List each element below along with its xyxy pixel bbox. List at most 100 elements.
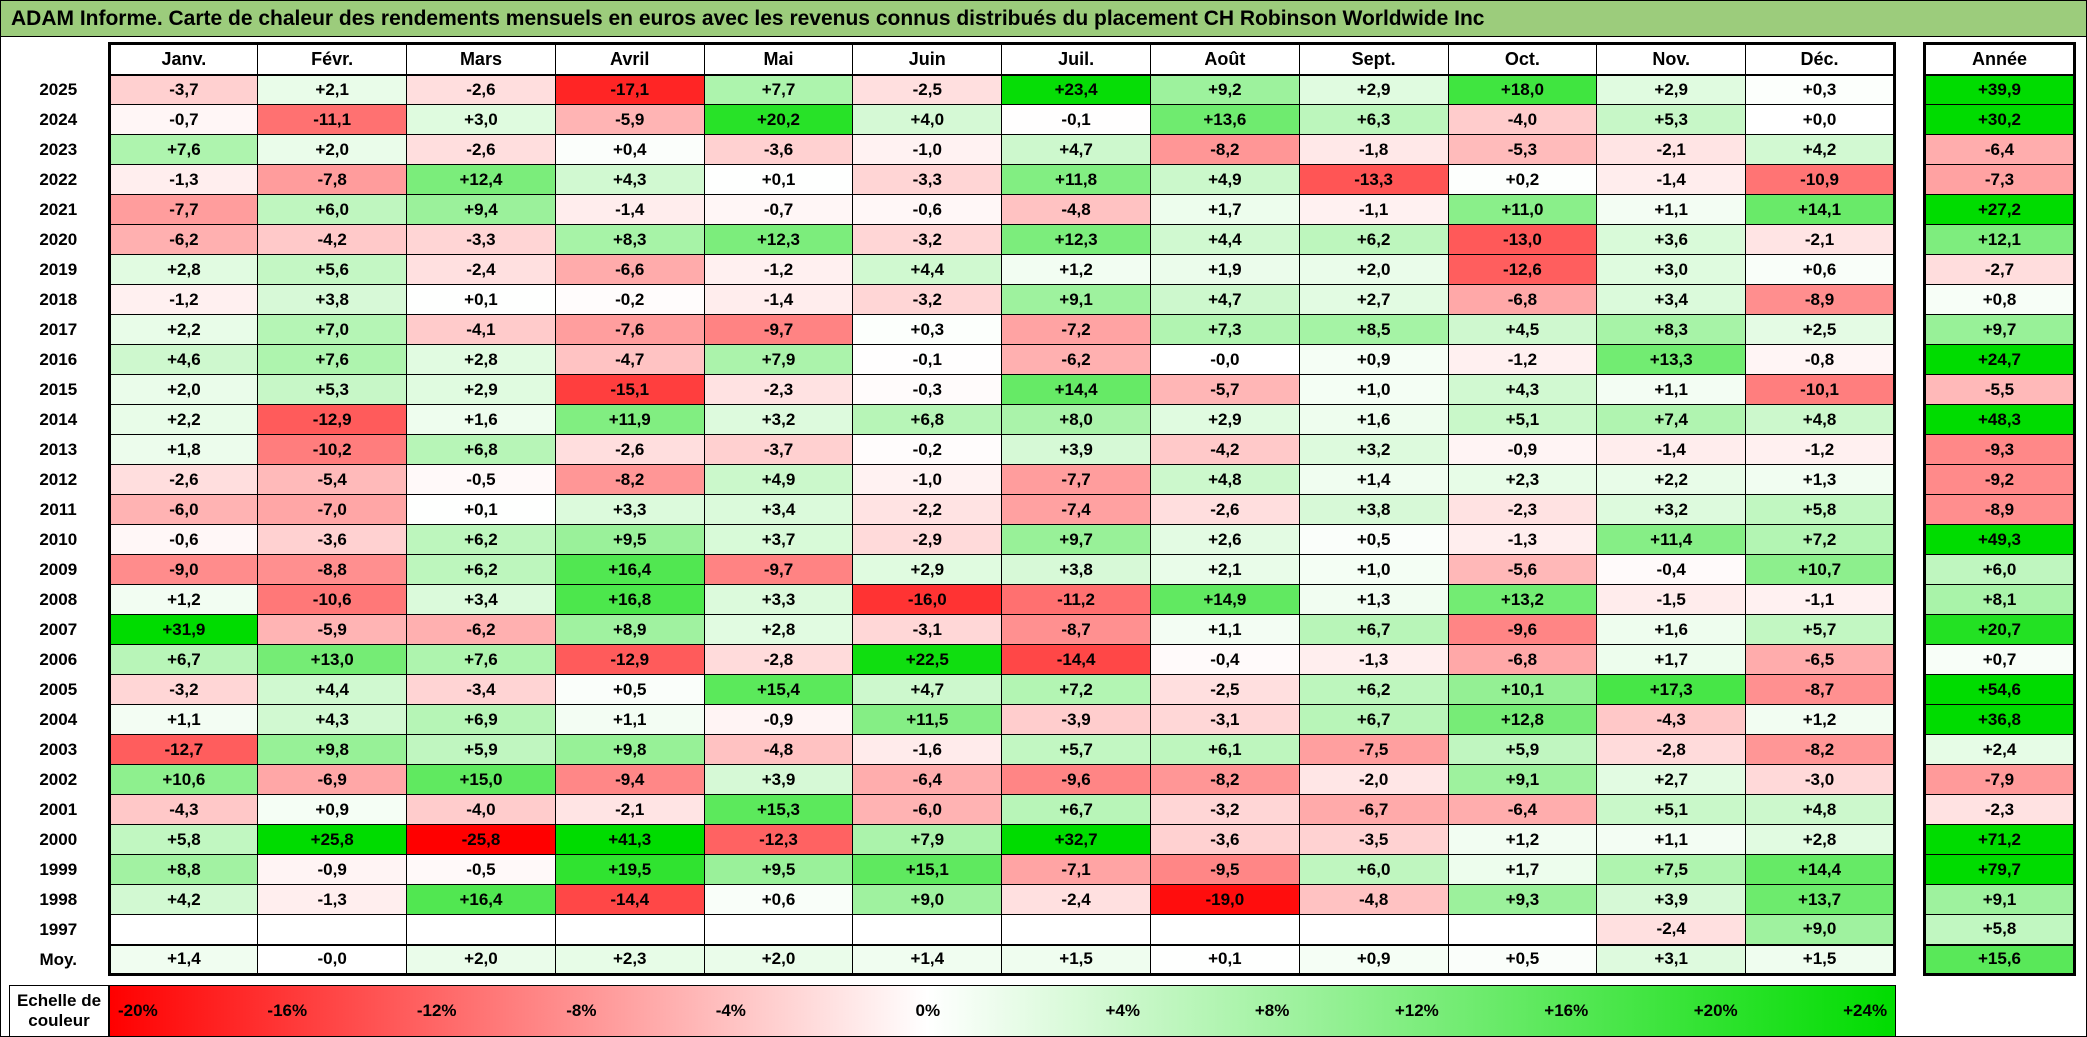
column-header: Oct. bbox=[1447, 42, 1598, 76]
month-cell: -0,0 bbox=[257, 943, 408, 976]
month-cell: -8,2 bbox=[554, 464, 705, 495]
annual-cell: +24,7 bbox=[1923, 344, 2076, 375]
annual-cell: +9,7 bbox=[1923, 314, 2076, 345]
month-cell: +5,3 bbox=[257, 374, 408, 405]
scale-tick: -8% bbox=[566, 1001, 597, 1020]
month-cell: -0,8 bbox=[1745, 344, 1896, 375]
month-cell: -3,2 bbox=[852, 284, 1003, 315]
month-cell: +7,5 bbox=[1596, 854, 1747, 885]
month-cell: +3,2 bbox=[1596, 494, 1747, 525]
header-row: Janv. Févr. Mars Avril Mai Juin Juil. Août Sept.… bbox=[9, 42, 2076, 76]
month-cell: +2,9 bbox=[1596, 74, 1747, 105]
month-cell: +7,9 bbox=[703, 344, 854, 375]
month-cell: +0,5 bbox=[1298, 524, 1449, 555]
row-label: 2020 bbox=[9, 224, 109, 255]
month-cell: -2,1 bbox=[1745, 224, 1896, 255]
month-cell: +14,9 bbox=[1149, 584, 1300, 615]
month-cell: +0,3 bbox=[1745, 74, 1896, 105]
row-label: 2022 bbox=[9, 164, 109, 195]
month-cell: -5,7 bbox=[1149, 374, 1300, 405]
column-header: Déc. bbox=[1745, 42, 1896, 76]
month-cell: +2,3 bbox=[554, 943, 705, 976]
month-cell: +8,0 bbox=[1001, 404, 1151, 435]
table-row: 2022 -1,3 -7,8 +12,4 +4,3 +0,1 -3,3 +11,8 +4,9 -1… bbox=[9, 164, 2076, 195]
scale-tick: +20% bbox=[1693, 1001, 1738, 1020]
annual-cell: -2,3 bbox=[1923, 794, 2076, 825]
month-cell: +2,0 bbox=[406, 943, 556, 976]
row-label: 2018 bbox=[9, 284, 109, 315]
row-label: 2015 bbox=[9, 374, 109, 405]
month-cell: +2,9 bbox=[1298, 74, 1449, 105]
table-row: 2009 -9,0 -8,8 +6,2 +16,4 -9,7 +2,9 +3,8 +2,1 +1,… bbox=[9, 554, 2076, 585]
month-cell: +2,5 bbox=[1745, 314, 1896, 345]
column-header: Févr. bbox=[257, 42, 408, 76]
month-cell: -1,3 bbox=[1298, 644, 1449, 675]
month-cell: -8,2 bbox=[1149, 764, 1300, 795]
month-cell: +7,6 bbox=[107, 134, 259, 165]
annual-cell: +15,6 bbox=[1923, 943, 2076, 976]
month-cell: -19,0 bbox=[1149, 884, 1300, 915]
month-cell: -9,7 bbox=[703, 314, 854, 345]
month-cell: +1,1 bbox=[1596, 374, 1747, 405]
month-cell: +23,4 bbox=[1001, 74, 1151, 105]
month-cell: +6,0 bbox=[257, 194, 408, 225]
month-cell: -1,4 bbox=[1596, 164, 1747, 195]
month-cell: +12,3 bbox=[1001, 224, 1151, 255]
month-cell: +1,1 bbox=[1596, 194, 1747, 225]
annual-cell: +5,8 bbox=[1923, 914, 2076, 945]
month-cell: -12,9 bbox=[554, 644, 705, 675]
annual-cell: +48,3 bbox=[1923, 404, 2076, 435]
month-cell: -14,4 bbox=[1001, 644, 1151, 675]
month-cell: +9,8 bbox=[257, 734, 408, 765]
gap-spacer bbox=[1894, 74, 1925, 105]
table-row: 2011 -6,0 -7,0 +0,1 +3,3 +3,4 -2,2 -7,4 -2,6 +3,8… bbox=[9, 494, 2076, 525]
month-cell: -10,2 bbox=[257, 434, 408, 465]
month-cell: +7,2 bbox=[1001, 674, 1151, 705]
month-cell: -0,4 bbox=[1596, 554, 1747, 585]
month-cell: -6,8 bbox=[1447, 644, 1598, 675]
month-cell: -3,5 bbox=[1298, 824, 1449, 855]
month-cell: -8,7 bbox=[1745, 674, 1896, 705]
month-cell: +11,4 bbox=[1596, 524, 1747, 555]
month-cell: +3,2 bbox=[703, 404, 854, 435]
table-row: 2000 +5,8 +25,8 -25,8 +41,3 -12,3 +7,9 +32,7 -3,… bbox=[9, 824, 2076, 855]
month-cell: +9,8 bbox=[554, 734, 705, 765]
gap-spacer bbox=[1894, 794, 1925, 825]
month-cell: +2,8 bbox=[703, 614, 854, 645]
gap-spacer bbox=[1894, 584, 1925, 615]
month-cell: -13,3 bbox=[1298, 164, 1449, 195]
month-cell: -0,5 bbox=[406, 854, 556, 885]
month-cell: +8,9 bbox=[554, 614, 705, 645]
column-header: Sept. bbox=[1298, 42, 1449, 76]
month-cell bbox=[107, 914, 259, 945]
month-cell: -2,8 bbox=[703, 644, 854, 675]
month-cell bbox=[703, 914, 854, 945]
month-cell: -1,5 bbox=[1596, 584, 1747, 615]
month-cell: +1,1 bbox=[554, 704, 705, 735]
month-cell: -2,4 bbox=[1596, 914, 1747, 945]
row-label: 2006 bbox=[9, 644, 109, 675]
month-cell: -2,3 bbox=[1447, 494, 1598, 525]
month-cell: +0,1 bbox=[1149, 943, 1300, 976]
month-cell: -2,4 bbox=[1001, 884, 1151, 915]
row-label: 2013 bbox=[9, 434, 109, 465]
gap-spacer bbox=[1894, 314, 1925, 345]
month-cell: -1,4 bbox=[703, 284, 854, 315]
month-cell: +7,4 bbox=[1596, 404, 1747, 435]
month-cell: +12,8 bbox=[1447, 704, 1598, 735]
month-cell: +2,8 bbox=[1745, 824, 1896, 855]
table-row: 2019 +2,8 +5,6 -2,4 -6,6 -1,2 +4,4 +1,2 +1,9 +2,0… bbox=[9, 254, 2076, 285]
month-cell: -2,8 bbox=[1596, 734, 1747, 765]
month-cell: +1,0 bbox=[1298, 554, 1449, 585]
month-cell: -2,6 bbox=[107, 464, 259, 495]
month-cell: +6,9 bbox=[406, 704, 556, 735]
month-cell: +2,0 bbox=[1298, 254, 1449, 285]
table-row: 1999 +8,8 -0,9 -0,5 +19,5 +9,5 +15,1 -7,1 -9,5 +6… bbox=[9, 854, 2076, 885]
month-cell: -0,4 bbox=[1149, 644, 1300, 675]
month-cell: +13,7 bbox=[1745, 884, 1896, 915]
month-cell: -9,5 bbox=[1149, 854, 1300, 885]
month-cell: -9,4 bbox=[554, 764, 705, 795]
gap-spacer bbox=[1894, 614, 1925, 645]
month-cell: +1,2 bbox=[1001, 254, 1151, 285]
table-row: 2014 +2,2 -12,9 +1,6 +11,9 +3,2 +6,8 +8,0 +2,9 +1… bbox=[9, 404, 2076, 435]
